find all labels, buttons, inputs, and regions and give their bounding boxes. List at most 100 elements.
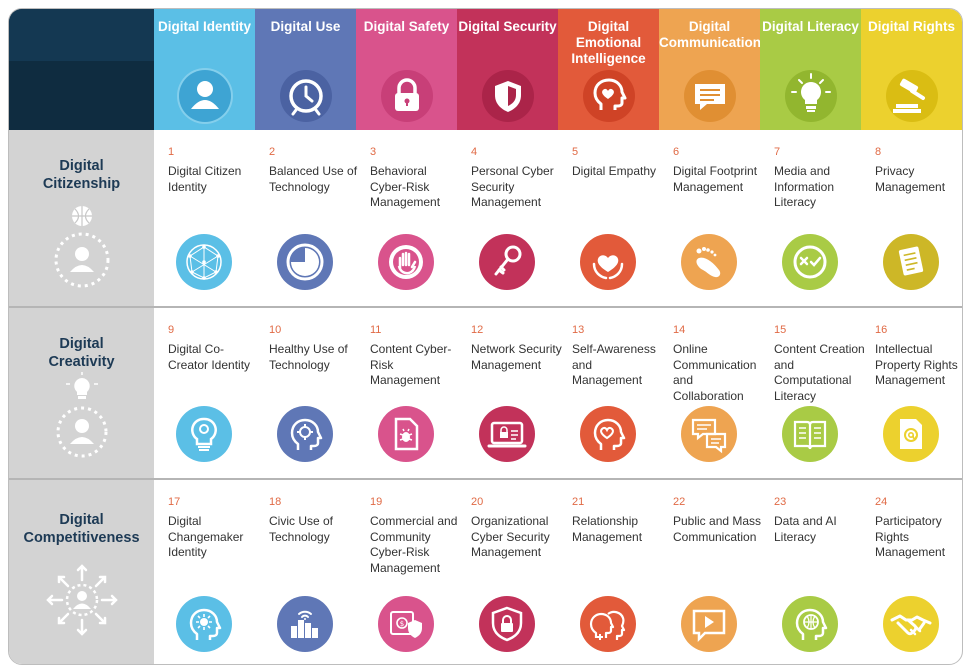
arrows-person-icon <box>42 560 122 650</box>
open-book-icon <box>782 406 838 462</box>
column-title: Digital Identity <box>157 19 251 34</box>
column-title: Digital Literacy <box>762 19 859 34</box>
gavel-icon <box>884 68 940 124</box>
competency-number: 4 <box>471 146 478 158</box>
competency-cell-8: 8 Privacy Management <box>861 130 962 306</box>
competency-cell-11: 11 Content Cyber-Risk Management <box>356 308 457 478</box>
competency-label: Balanced Use of Technology <box>269 164 358 194</box>
competency-label: Data and AI Literacy <box>774 514 837 544</box>
competency-cell-4: 4 Personal Cyber Security Management <box>457 130 558 306</box>
globe-person-icon <box>42 202 122 292</box>
row-divider <box>9 478 962 480</box>
competency-cell-24: 24 Participatory Rights Management <box>861 480 962 664</box>
clock-icon <box>278 68 334 124</box>
competency-number: 10 <box>269 324 282 336</box>
bug-file-icon <box>378 406 434 462</box>
competency-label: Digital Empathy <box>572 164 657 178</box>
secure-screen-icon <box>479 406 535 462</box>
column-title: Digital Security <box>458 19 557 34</box>
competency-label: Media and Information Literacy <box>774 164 835 209</box>
competency-number: 6 <box>673 146 680 158</box>
dq-framework-diagram: Digital Identity Digital Use Digital Saf… <box>8 8 963 665</box>
competency-cell-12: 12 Network Security Management <box>457 308 562 478</box>
competency-number: 7 <box>774 146 781 158</box>
competency-cell-13: 13 Self-Awareness and Management <box>558 308 659 478</box>
competency-label: Relationship Management <box>572 514 643 544</box>
competency-cell-22: 22 Public and Mass Communication <box>659 480 761 664</box>
competency-cell-17: 17 Digital Changemaker Identity <box>154 480 255 664</box>
key-icon <box>479 234 535 290</box>
competency-cell-15: 15 Content Creation and Computational Li… <box>760 308 865 478</box>
shield-icon <box>480 68 536 124</box>
competency-label: Digital Changemaker Identity <box>168 514 244 559</box>
competency-label: Intellectual Property Rights Management <box>875 342 958 387</box>
network-globe-icon <box>176 234 232 290</box>
city-wifi-icon <box>277 596 333 652</box>
competency-label: Personal Cyber Security Management <box>471 164 554 209</box>
competency-cell-7: 7 Media and Information Literacy <box>760 130 861 306</box>
competency-cell-16: 16 Intellectual Property Rights Manageme… <box>861 308 962 478</box>
head-heart-icon <box>581 68 637 124</box>
competency-number: 19 <box>370 496 383 508</box>
competency-cell-21: 21 Relationship Management <box>558 480 659 664</box>
competency-cell-20: 20 Organizational Cyber Security Managem… <box>457 480 558 664</box>
competency-number: 24 <box>875 496 888 508</box>
competency-cell-10: 10 Healthy Use of Technology <box>255 308 356 478</box>
competency-label: Digital Co-Creator Identity <box>168 342 251 372</box>
competency-cell-14: 14 Online Communication and Collaboratio… <box>659 308 760 478</box>
competency-number: 21 <box>572 496 585 508</box>
competency-number: 15 <box>774 324 787 336</box>
lightbulb-icon <box>783 68 839 124</box>
chat-bubble-icon <box>682 68 738 124</box>
column-title: Digital Emotional Intelligence <box>571 19 646 66</box>
row-title: Digital Competitiveness <box>23 512 140 546</box>
competency-label: Public and Mass Communication <box>673 514 762 544</box>
column-title: Digital Communication <box>659 19 762 50</box>
column-title: Digital Rights <box>868 19 955 34</box>
competency-cell-23: 23 Data and AI Literacy <box>760 480 861 664</box>
svg-text:$: $ <box>400 620 404 628</box>
row-header-digital-citizenship: Digital Citizenship <box>9 130 154 306</box>
footprint-icon <box>681 234 737 290</box>
column-title: Digital Safety <box>363 19 450 34</box>
competency-label: Content Creation and Computational Liter… <box>774 342 865 403</box>
competency-label: Digital Footprint Management <box>673 164 758 194</box>
column-title: Digital Use <box>270 19 341 34</box>
document-icon <box>883 234 939 290</box>
bulb-person-icon <box>42 372 122 462</box>
two-heads-icon <box>580 596 636 652</box>
handshake-icon <box>883 596 939 652</box>
pie-clock-icon <box>277 234 333 290</box>
row-title: Digital Creativity <box>48 336 115 370</box>
competency-cell-1: 1 Digital Citizen Identity <box>154 130 255 306</box>
competency-number: 9 <box>168 324 175 336</box>
row-title: Digital Citizenship <box>42 158 121 192</box>
creative-bulb-icon <box>176 406 232 462</box>
competency-cell-2: 2 Balanced Use of Technology <box>255 130 357 306</box>
competency-number: 20 <box>471 496 484 508</box>
person-icon <box>176 68 233 124</box>
competency-cell-5: 5 Digital Empathy <box>558 130 659 306</box>
column-header-digital-rights: Digital Rights <box>861 9 962 130</box>
shield-lock-icon <box>479 596 535 652</box>
at-document-icon <box>883 406 939 462</box>
competency-number: 16 <box>875 324 888 336</box>
chat-bubbles-icon <box>681 406 737 462</box>
competency-label: Behavioral Cyber-Risk Management <box>370 164 441 209</box>
column-header-digital-security: Digital Security <box>457 9 558 130</box>
video-message-icon <box>681 596 737 652</box>
competency-cell-18: 18 Civic Use of Technology <box>255 480 356 664</box>
competency-number: 17 <box>168 496 181 508</box>
competency-cell-3: 3 Behavioral Cyber-Risk Management <box>356 130 457 306</box>
competency-label: Privacy Management <box>875 164 946 194</box>
competency-cell-19: 19 Commercial and Community Cyber-Risk M… <box>356 480 457 664</box>
column-header-digital-communication: Digital Communication <box>659 9 762 130</box>
competency-cell-6: 6 Digital Footprint Management <box>659 130 760 306</box>
competency-number: 13 <box>572 324 585 336</box>
competency-label: Healthy Use of Technology <box>269 342 348 372</box>
competency-label: Online Communication and Collaboration <box>673 342 757 403</box>
competency-label: Content Cyber-Risk Management <box>370 342 452 387</box>
competency-label: Civic Use of Technology <box>269 514 334 544</box>
row-header-digital-creativity: Digital Creativity <box>9 308 154 478</box>
competency-label: Participatory Rights Management <box>875 514 946 559</box>
